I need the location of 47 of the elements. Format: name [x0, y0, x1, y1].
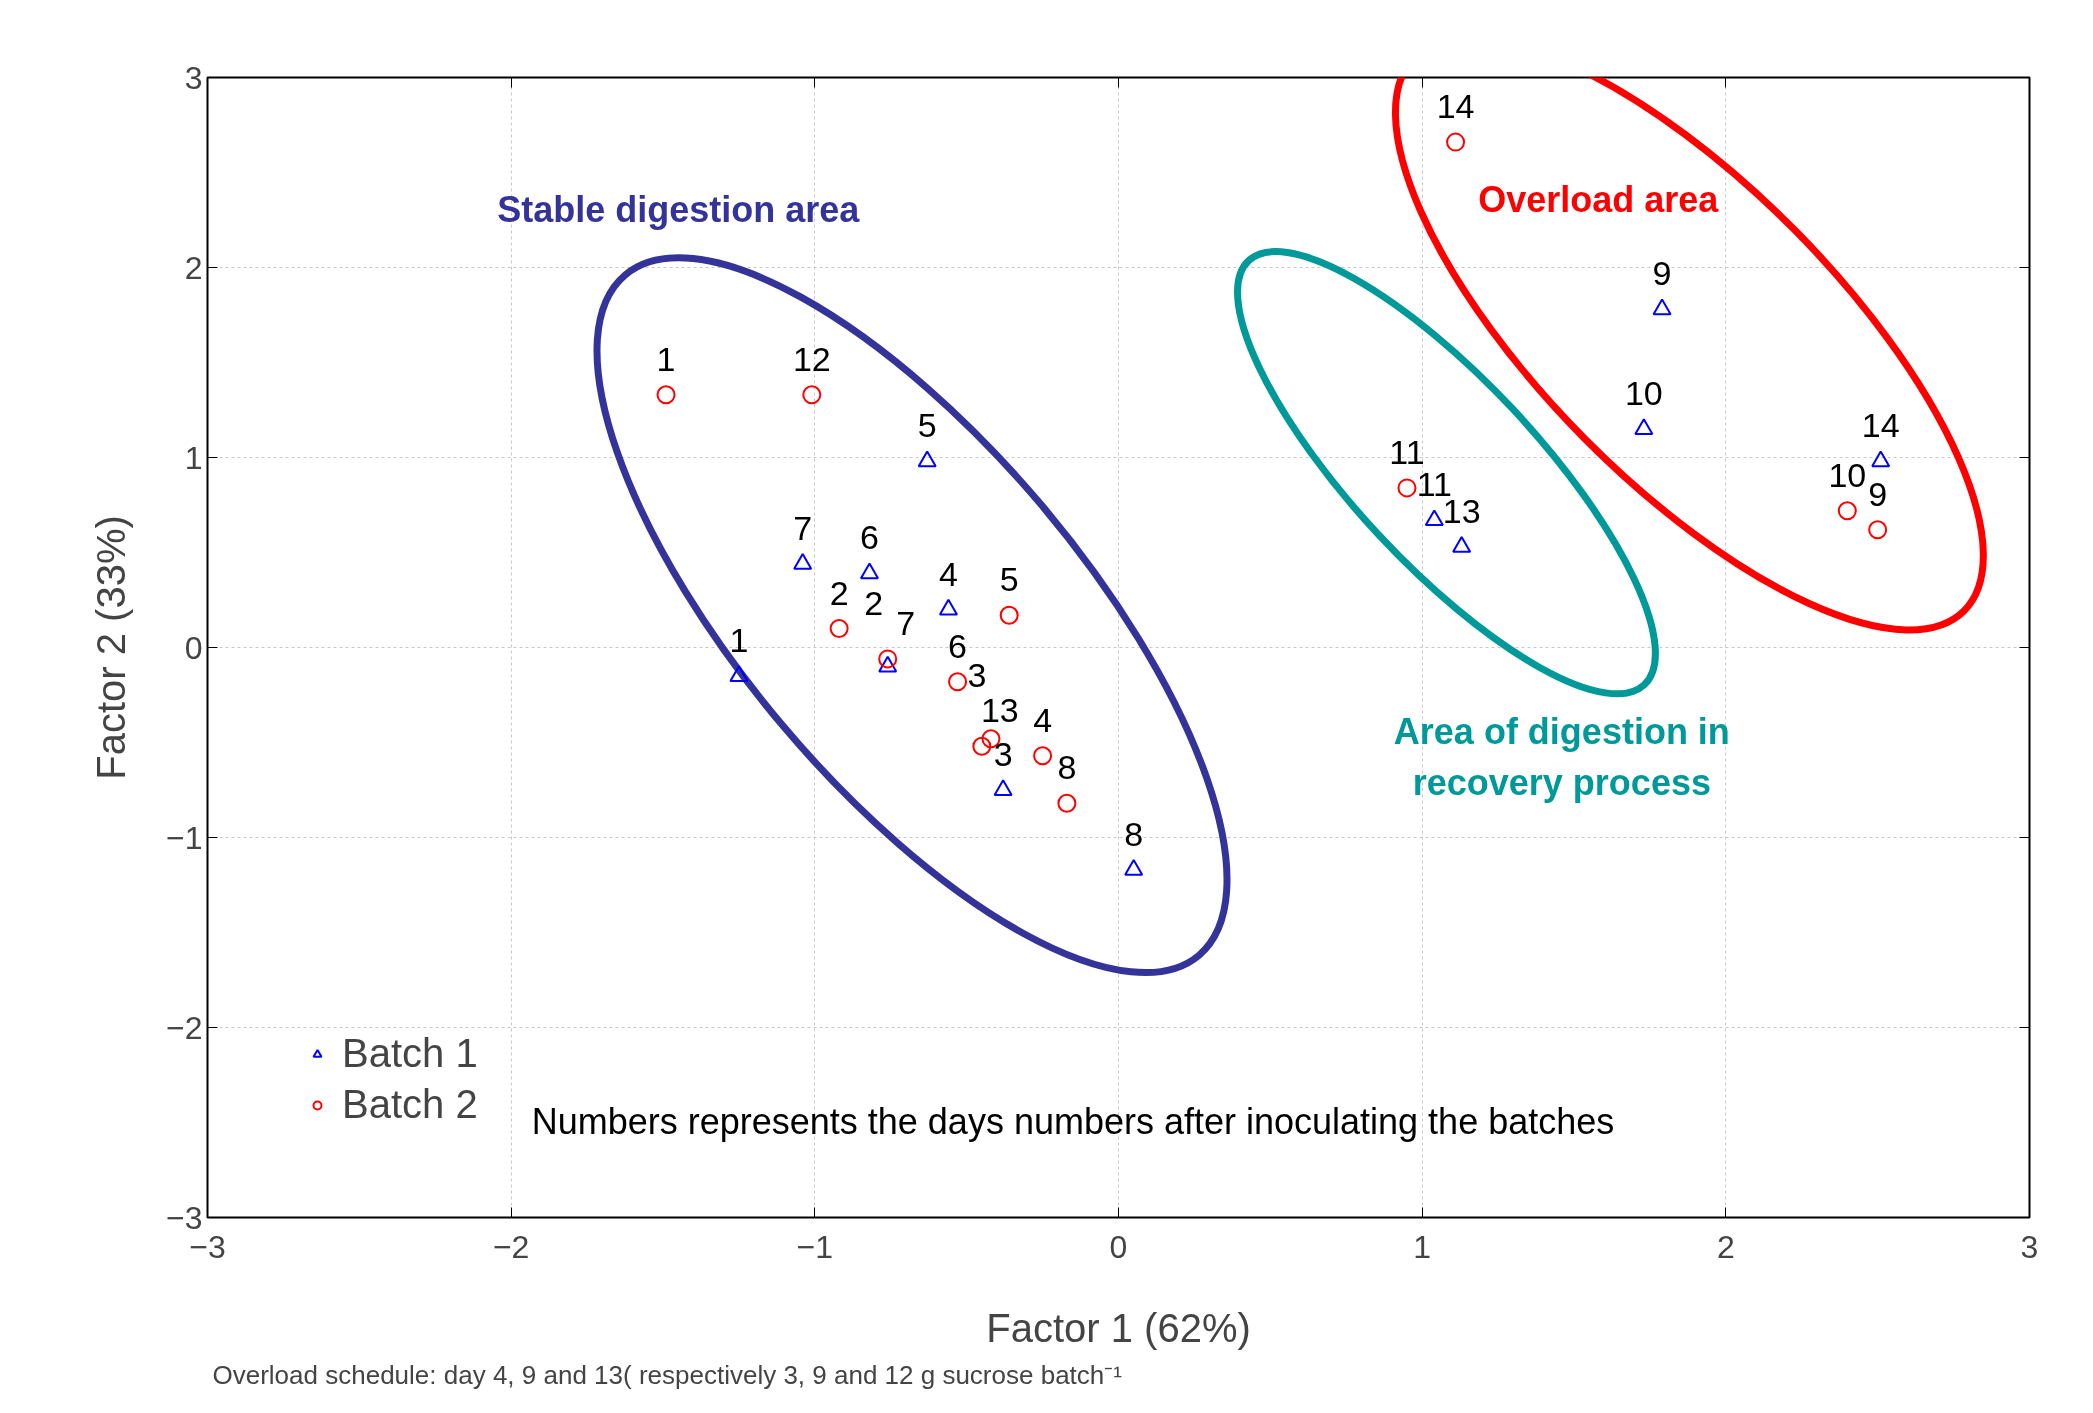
annotation: 2: [864, 583, 884, 622]
x-tick-label: 2: [1716, 1228, 1735, 1265]
annotation: 7: [793, 508, 813, 547]
annotation: 6: [948, 626, 968, 665]
legend-label: Batch 2: [342, 1082, 478, 1127]
x-tick-label: 0: [1109, 1228, 1128, 1265]
annotation: Area of digestion in recovery process: [1393, 711, 1730, 804]
annotation: 10: [1828, 455, 1867, 494]
annotation: 9: [1868, 474, 1888, 513]
annotation: 3: [967, 655, 987, 694]
y-tick-label: 1: [184, 439, 203, 476]
x-tick-label: −1: [796, 1228, 834, 1265]
annotation: 5: [999, 560, 1019, 599]
annotation: 8: [1124, 814, 1144, 853]
annotation: 2: [829, 573, 849, 612]
annotation: 11: [1389, 432, 1425, 471]
annotation: Overload area: [1478, 179, 1720, 220]
annotation: 4: [938, 554, 958, 593]
y-tick-label: −3: [166, 1199, 203, 1236]
x-tick-label: 3: [2020, 1228, 2039, 1265]
annotation: Numbers represents the days numbers after inoculating the batches: [531, 1100, 1615, 1142]
annotation: 14: [1436, 87, 1475, 126]
annotation: 13: [980, 691, 1019, 730]
text: Overload schedule: day 4, 9 and 13( respectively 3, 9 and 12 g sucrose batch⁻¹: [212, 1359, 1123, 1390]
y-axis-title: Factor 2 (33%): [89, 515, 134, 780]
annotation: 1: [656, 339, 676, 378]
annotation: 9: [1652, 254, 1672, 293]
x-tick-label: 1: [1413, 1228, 1432, 1265]
y-tick-label: 2: [184, 249, 203, 286]
annotation: 3: [993, 735, 1013, 773]
annotation: 5: [917, 406, 937, 445]
y-tick-label: −2: [166, 1009, 203, 1046]
annotation: 6: [860, 518, 879, 557]
annotation: 4: [1033, 700, 1053, 739]
y-tick-label: 3: [184, 59, 203, 96]
x-tick-label: −2: [492, 1228, 530, 1265]
annotation: 8: [1057, 748, 1077, 787]
y-tick-label: 0: [184, 629, 203, 666]
annotation: 12: [792, 339, 831, 378]
annotation: Stable digestion area: [497, 188, 861, 230]
annotation: 14: [1861, 406, 1900, 445]
legend-label: Batch 1: [342, 1031, 478, 1076]
y-tick-label: −1: [166, 819, 203, 856]
x-axis-title: Factor 1 (62%): [986, 1305, 1251, 1350]
annotation: 10: [1624, 374, 1663, 412]
annotation: 7: [896, 603, 916, 642]
annotation: 1: [729, 621, 749, 659]
